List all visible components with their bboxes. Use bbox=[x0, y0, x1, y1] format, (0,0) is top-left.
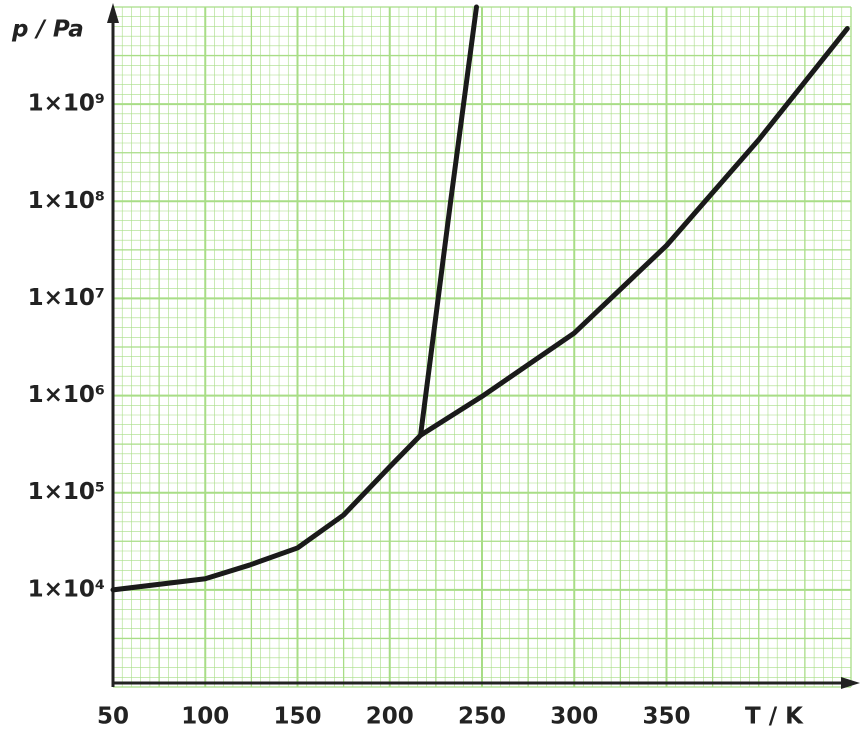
x-tick-label: 350 bbox=[642, 704, 690, 730]
x-tick-label: 50 bbox=[97, 704, 129, 730]
x-axis-arrow bbox=[841, 677, 860, 689]
y-tick-label: 1×10⁹ bbox=[28, 91, 105, 117]
x-tick-label: 100 bbox=[181, 704, 229, 730]
y-axis-label: p / Pa bbox=[11, 17, 84, 43]
y-axis-arrow bbox=[107, 3, 119, 23]
line bbox=[110, 26, 850, 593]
y-tick-label: 1×10⁵ bbox=[28, 479, 105, 505]
x-tick-label: 300 bbox=[550, 704, 598, 730]
x-axis-label: T / K bbox=[745, 704, 804, 730]
y-tick-label: 1×10⁷ bbox=[28, 285, 105, 311]
x-tick-label: 250 bbox=[458, 704, 506, 730]
y-tick-label: 1×10⁸ bbox=[28, 188, 105, 214]
y-tick-label: 1×10⁶ bbox=[28, 382, 105, 408]
line bbox=[418, 4, 479, 438]
x-tick-label: 200 bbox=[366, 704, 414, 730]
y-tick-label: 1×10⁴ bbox=[28, 576, 105, 602]
x-tick-label: 150 bbox=[273, 704, 321, 730]
